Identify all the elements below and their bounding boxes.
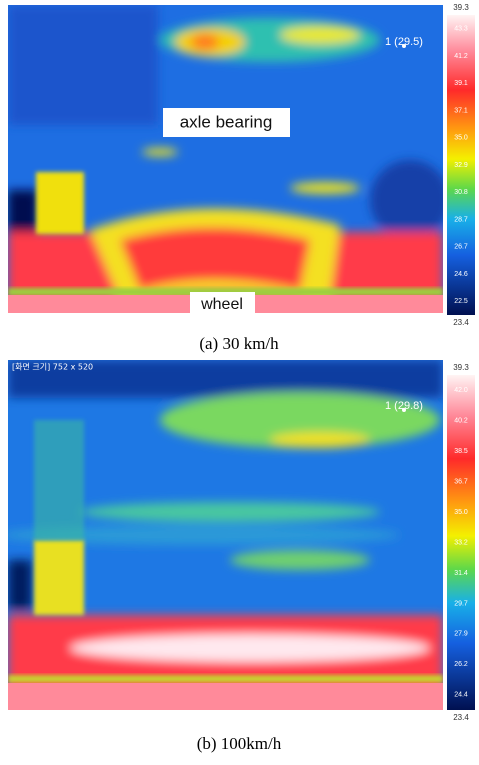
- thermal-image-b: [0, 360, 443, 710]
- scale-tick-label: 35.0: [454, 509, 468, 516]
- figure: (a) 30 km/h 39.3 23.4 43.3 41.2 39.1 37.1 35.0 3…: [0, 0, 479, 765]
- scale-tick-label: 26.2: [454, 661, 468, 668]
- scale-tick-label: 41.2: [454, 53, 468, 60]
- scale-tick-label: 24.4: [454, 692, 468, 699]
- scale-tick-label: 35.0: [454, 135, 468, 142]
- scale-min: 23.4: [453, 713, 469, 722]
- scale-tick-label: 26.7: [454, 244, 468, 251]
- caption: (a) 30 km/h: [199, 334, 279, 353]
- scale-tick-label: 22.5: [454, 298, 468, 305]
- scale-tick-label: 33.2: [454, 539, 468, 546]
- scale-tick-label: 39.1: [454, 80, 468, 87]
- scale-tick-label: 43.3: [454, 25, 468, 32]
- scale-tick-label: 29.7: [454, 600, 468, 607]
- scale-tick-label: 27.9: [454, 631, 468, 638]
- scale-tick-label: 38.5: [454, 448, 468, 455]
- thermal-image-a: [8, 5, 450, 318]
- annotation: wheel: [200, 296, 243, 313]
- scale-min: 23.4: [453, 318, 469, 327]
- scale-tick-label: 32.9: [454, 162, 468, 169]
- scale-tick-label: 28.7: [454, 216, 468, 223]
- scale-max: 39.3: [453, 363, 469, 372]
- scale-tick-label: 37.1: [454, 107, 468, 114]
- scale-tick-label: 24.6: [454, 271, 468, 278]
- scale-tick-label: 31.4: [454, 570, 468, 577]
- scale-tick-label: 30.8: [454, 189, 468, 196]
- scale-tick-label: 36.7: [454, 478, 468, 485]
- annotation: axle bearing: [180, 112, 273, 131]
- spot-label: 1 (29.8): [385, 400, 423, 412]
- image-header: [화면 크기] 752 x 520: [12, 362, 93, 372]
- scale-max: 39.3: [453, 3, 469, 12]
- scale-tick-label: 42.0: [454, 387, 468, 394]
- scale-tick-label: 40.2: [454, 418, 468, 425]
- caption: (b) 100km/h: [197, 734, 282, 753]
- spot-label: 1 (29.5): [385, 36, 423, 48]
